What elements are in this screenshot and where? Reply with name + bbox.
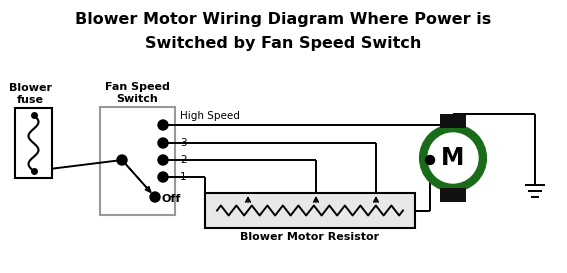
Text: Blower Motor Resistor: Blower Motor Resistor	[240, 232, 379, 242]
Circle shape	[158, 155, 168, 165]
Circle shape	[158, 172, 168, 182]
Text: Off: Off	[162, 194, 181, 204]
Bar	[100, 107, 175, 215]
Text: M: M	[441, 146, 465, 170]
Circle shape	[158, 138, 168, 148]
Text: 3: 3	[180, 138, 187, 148]
FancyArrow shape	[122, 160, 151, 192]
Text: Blower Motor Wiring Diagram Where Power is: Blower Motor Wiring Diagram Where Power …	[75, 12, 491, 27]
Text: 2: 2	[180, 155, 187, 165]
Circle shape	[150, 192, 160, 202]
Bar	[440, 114, 466, 128]
Bar	[15, 108, 52, 178]
Text: 1: 1	[180, 172, 187, 182]
Circle shape	[425, 156, 434, 165]
Text: Blower
fuse: Blower fuse	[9, 83, 52, 105]
Text: Fan Speed
Switch: Fan Speed Switch	[105, 82, 170, 104]
Circle shape	[421, 126, 485, 190]
Text: High Speed: High Speed	[180, 111, 240, 121]
Bar	[205, 193, 415, 228]
Circle shape	[158, 120, 168, 130]
Bar	[440, 188, 466, 202]
Text: Switched by Fan Speed Switch: Switched by Fan Speed Switch	[145, 36, 421, 51]
Circle shape	[117, 155, 127, 165]
Circle shape	[428, 133, 478, 183]
